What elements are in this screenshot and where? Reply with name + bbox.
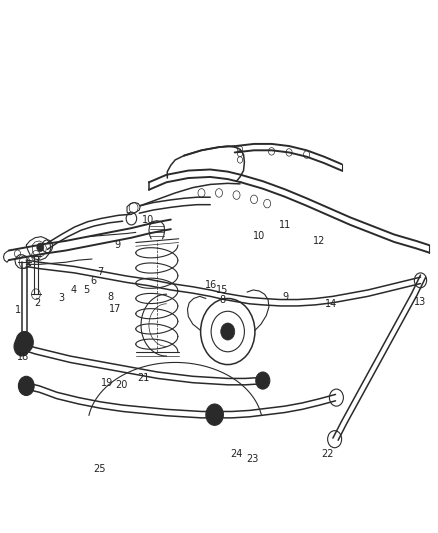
Text: 25: 25: [94, 464, 106, 474]
Text: 17: 17: [109, 304, 121, 314]
Text: 7: 7: [97, 267, 103, 277]
Text: 1: 1: [14, 305, 21, 315]
Circle shape: [256, 372, 270, 389]
Text: 10: 10: [253, 231, 265, 240]
Text: 19: 19: [101, 378, 113, 387]
Text: 6: 6: [90, 276, 96, 286]
Text: 23: 23: [246, 455, 258, 464]
Text: 9: 9: [114, 240, 120, 250]
Text: 10: 10: [142, 215, 154, 224]
Text: 11: 11: [279, 220, 291, 230]
Circle shape: [37, 243, 44, 252]
Text: 22: 22: [321, 449, 334, 459]
Circle shape: [16, 332, 33, 353]
Text: 8: 8: [107, 293, 113, 302]
Text: 8: 8: [219, 295, 226, 304]
Circle shape: [221, 323, 235, 340]
Text: 4: 4: [70, 286, 76, 295]
Text: 15: 15: [216, 286, 229, 295]
Text: 21: 21: [138, 374, 150, 383]
Text: 16: 16: [205, 280, 217, 290]
Text: 9: 9: [283, 292, 289, 302]
Text: 20: 20: [116, 380, 128, 390]
Text: 14: 14: [325, 299, 337, 309]
Circle shape: [18, 376, 34, 395]
Text: 2: 2: [34, 298, 40, 308]
Circle shape: [14, 337, 30, 356]
Text: 24: 24: [230, 449, 243, 459]
Text: 18: 18: [17, 352, 29, 362]
Text: 5: 5: [83, 286, 89, 295]
Text: 13: 13: [413, 297, 426, 307]
Circle shape: [206, 404, 223, 425]
Text: 3: 3: [58, 294, 64, 303]
Text: 12: 12: [313, 236, 325, 246]
